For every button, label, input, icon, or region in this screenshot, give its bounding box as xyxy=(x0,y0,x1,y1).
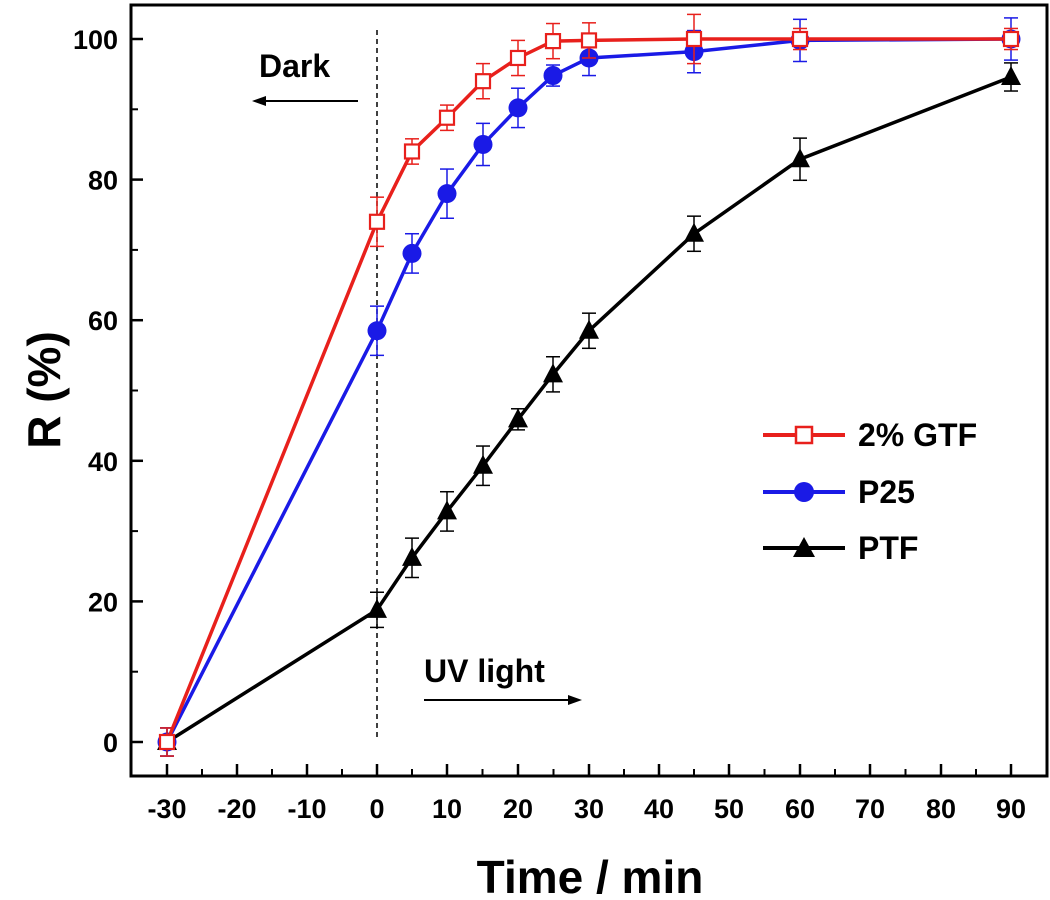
data-point xyxy=(473,134,493,154)
data-point xyxy=(474,73,492,90)
plot-frame xyxy=(129,3,1049,778)
x-tick-label: 10 xyxy=(432,794,462,824)
y-tick-label: 80 xyxy=(88,166,118,196)
data-point xyxy=(543,66,563,86)
data-point xyxy=(544,33,562,50)
x-tick-label: 20 xyxy=(503,794,533,824)
data-point xyxy=(580,32,598,49)
data-point xyxy=(1002,30,1020,48)
data-point xyxy=(158,733,176,751)
open-square-marker-icon xyxy=(794,425,814,445)
data-point xyxy=(791,30,809,48)
legend: 2% GTF P25 PTF xyxy=(763,417,977,566)
y-tick-label: 40 xyxy=(88,447,118,477)
series-line xyxy=(166,75,1012,744)
y-tick-label: 0 xyxy=(103,728,118,758)
y-axis-title: R (%) xyxy=(18,331,70,449)
x-axis: -30 -20 -10 0 10 20 30 40 50 60 70 80 90 xyxy=(147,764,1026,824)
series-2-gtf xyxy=(158,13,1020,757)
data-point xyxy=(368,213,386,230)
series-layer xyxy=(157,13,1021,757)
legend-item-ptf: PTF xyxy=(763,530,918,566)
data-point xyxy=(509,49,527,67)
data-point xyxy=(402,546,422,566)
data-point xyxy=(790,148,810,168)
data-point xyxy=(367,598,387,618)
y-tick-label: 60 xyxy=(88,306,118,336)
x-tick-label: -20 xyxy=(217,794,256,824)
legend-label-p25: P25 xyxy=(858,474,915,510)
x-tick-label: 60 xyxy=(785,794,815,824)
data-point xyxy=(437,184,457,204)
y-axis: 0 20 40 60 80 100 xyxy=(73,25,143,758)
dark-arrow xyxy=(252,96,358,106)
data-point xyxy=(367,321,387,341)
x-tick-label: -10 xyxy=(287,794,326,824)
data-point xyxy=(684,222,704,242)
x-tick-label: 40 xyxy=(644,794,674,824)
series-line xyxy=(165,37,1012,743)
x-tick-label: -30 xyxy=(147,794,186,824)
legend-label-ptf: PTF xyxy=(858,530,918,566)
filled-circle-marker-icon xyxy=(794,482,814,502)
uv-light-arrow xyxy=(424,695,582,705)
legend-item-p25: P25 xyxy=(763,474,915,510)
legend-item-2pct-gtf: 2% GTF xyxy=(763,417,977,453)
y-tick-label: 100 xyxy=(73,25,118,55)
x-tick-label: 90 xyxy=(996,794,1026,824)
data-point xyxy=(508,98,528,118)
data-point xyxy=(508,408,528,428)
filled-triangle-marker-icon xyxy=(793,537,815,557)
series-ptf xyxy=(157,62,1021,757)
dark-label: Dark xyxy=(259,48,330,84)
x-tick-label: 50 xyxy=(714,794,744,824)
x-tick-label: 80 xyxy=(926,794,956,824)
x-axis-title: Time / min xyxy=(477,851,704,900)
data-point xyxy=(543,363,563,383)
data-point xyxy=(402,243,422,263)
x-tick-label: 70 xyxy=(855,794,885,824)
x-tick-label: 30 xyxy=(574,794,604,824)
data-point xyxy=(1001,65,1021,85)
data-point xyxy=(579,319,599,339)
data-point xyxy=(437,500,457,520)
legend-label-2pct-gtf: 2% GTF xyxy=(858,417,977,453)
y-tick-label: 20 xyxy=(88,587,118,617)
data-point xyxy=(403,143,421,160)
x-tick-label: 0 xyxy=(369,794,384,824)
data-point xyxy=(685,30,703,48)
data-point xyxy=(473,454,493,474)
uv-light-label: UV light xyxy=(424,653,545,689)
series-line xyxy=(165,37,1011,743)
data-point xyxy=(438,109,456,126)
series-p25 xyxy=(157,17,1021,757)
